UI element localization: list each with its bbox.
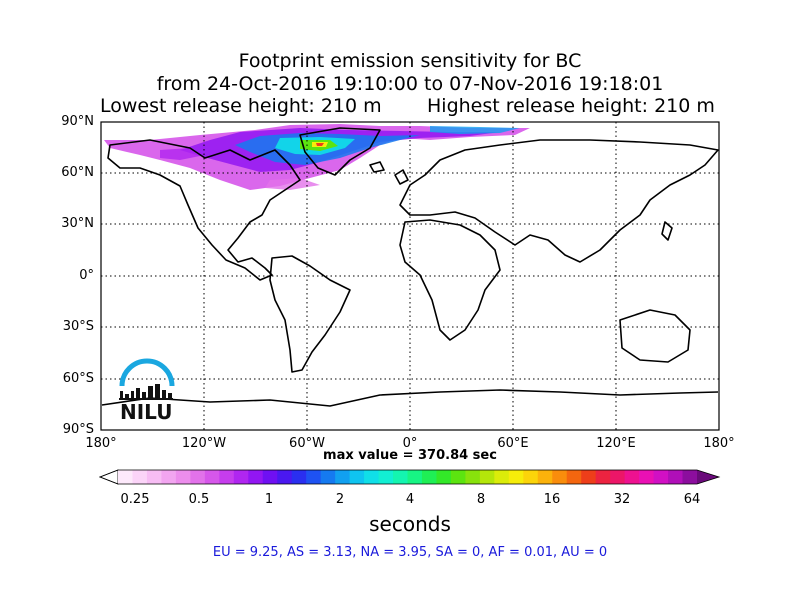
colorbar-segment: [118, 470, 133, 484]
colorbar-segment: [610, 470, 626, 484]
lat-tick-label: 30°N: [61, 216, 94, 231]
colorbar-segment: [132, 470, 148, 484]
colorbar-segment: [653, 470, 669, 484]
colorbar-segment: [262, 470, 278, 484]
lon-tick-label: 180°: [703, 436, 735, 451]
colorbar-segment: [595, 470, 611, 484]
max-value-label: max value = 370.84 sec: [323, 448, 497, 463]
region-values: EU = 9.25, AS = 3.13, NA = 3.95, SA = 0,…: [212, 545, 608, 560]
colorbar-segment: [190, 470, 206, 484]
colorbar-segment: [349, 470, 365, 484]
colorbar-tick-label: 4: [405, 492, 415, 507]
lat-tick-label: 60°N: [61, 165, 94, 180]
nilu-logo: [119, 358, 175, 400]
colorbar-segment: [465, 470, 481, 484]
colorbar-segment: [436, 470, 452, 484]
colorbar-unit-label: seconds: [369, 512, 451, 536]
colorbar-segment: [668, 470, 684, 484]
colorbar-segment: [537, 470, 553, 484]
colorbar-segment: [624, 470, 640, 484]
colorbar-segment: [508, 470, 524, 484]
colorbar-segment: [320, 470, 336, 484]
colorbar-over-arrow: [697, 470, 719, 484]
colorbar-tick-label: 8: [476, 492, 486, 507]
colorbar-segment: [291, 470, 307, 484]
title-line-2: from 24-Oct-2016 19:10:00 to 07-Nov-2016…: [156, 73, 664, 95]
lat-tick-label: 30°S: [62, 319, 94, 334]
lon-tick-label: 180°: [85, 436, 117, 451]
colorbar-segment: [639, 470, 655, 484]
highest-release-height: Highest release height: 210 m: [427, 95, 715, 117]
lat-tick-label: 90°S: [62, 422, 94, 437]
lon-tick-label: 60°E: [497, 436, 529, 451]
colorbar-segment: [581, 470, 597, 484]
lat-tick-label: 60°S: [62, 371, 94, 386]
colorbar-tick-label: 2: [335, 492, 345, 507]
colorbar-segment: [450, 470, 466, 484]
colorbar-segment: [552, 470, 568, 484]
colorbar-segment: [219, 470, 235, 484]
colorbar-segment: [393, 470, 408, 484]
colorbar-tick-label: 0.5: [188, 492, 210, 507]
lon-tick-label: 0°: [402, 436, 418, 451]
colorbar-segment: [421, 470, 437, 484]
colorbar-segment: [161, 470, 177, 484]
colorbar: [98, 469, 721, 485]
colorbar-under-arrow: [98, 469, 119, 485]
lon-tick-label: 120°W: [181, 436, 227, 451]
colorbar-segment: [248, 470, 264, 484]
colorbar-segment: [378, 470, 394, 484]
colorbar-segment: [335, 470, 351, 484]
colorbar-outline: [98, 469, 721, 485]
colorbar-segment: [407, 470, 423, 484]
lat-tick-label: 90°N: [61, 114, 94, 129]
colorbar-tick-label: 16: [543, 492, 561, 507]
colorbar-segment: [364, 470, 380, 484]
colorbar-segment: [523, 470, 539, 484]
colorbar-segment: [175, 470, 191, 484]
colorbar-tick-label: 0.25: [120, 492, 150, 507]
colorbar-tick-label: 1: [264, 492, 274, 507]
colorbar-segment: [682, 470, 698, 484]
colorbar-segment: [204, 470, 220, 484]
title-line-1: Footprint emission sensitivity for BC: [238, 50, 582, 72]
lon-tick-label: 60°W: [289, 436, 325, 451]
colorbar-tick-label: 64: [683, 492, 701, 507]
colorbar-segment: [494, 470, 510, 484]
nilu-logo-text: NILU: [120, 400, 173, 424]
graticule: [101, 122, 719, 430]
lat-tick-label: 0°: [79, 268, 94, 283]
colorbar-segment: [306, 470, 322, 484]
lon-tick-label: 120°E: [596, 436, 636, 451]
colorbar-tick-label: 32: [613, 492, 631, 507]
colorbar-segment: [479, 470, 495, 484]
lowest-release-height: Lowest release height: 210 m: [100, 95, 382, 117]
colorbar-segment: [146, 470, 162, 484]
map-frame: [100, 121, 720, 431]
colorbar-segment: [277, 470, 293, 484]
colorbar-segment: [566, 470, 582, 484]
colorbar-segment: [233, 470, 249, 484]
